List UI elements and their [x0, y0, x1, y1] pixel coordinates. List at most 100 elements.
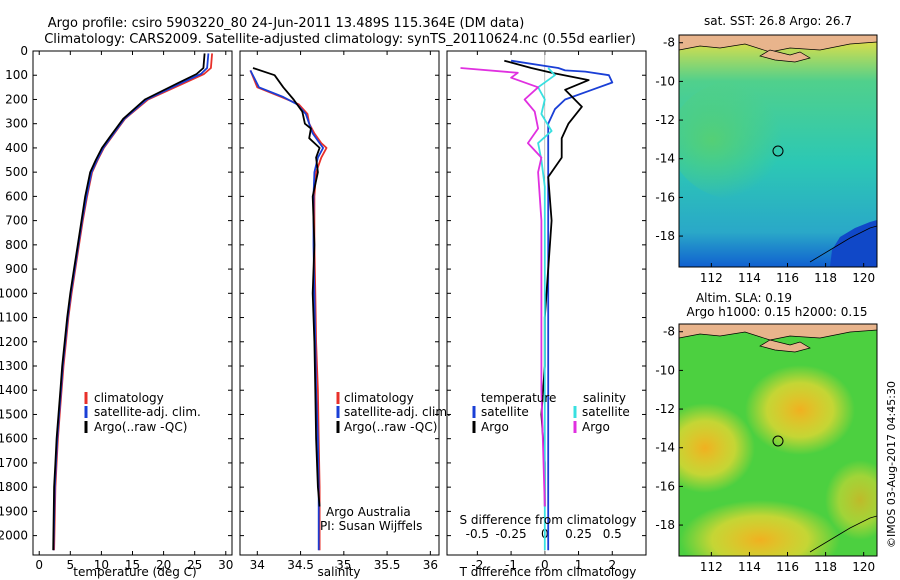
sla-argo-position-marker [772, 435, 784, 447]
lon-tick-label: 114 [738, 560, 761, 574]
lat-tick-label: -10 [655, 74, 675, 88]
sst-map-axes: 112 114 116 118 120 -8 -10 -12 -14 -16 -18 [655, 36, 875, 285]
lon-tick-label: 112 [700, 271, 723, 285]
salinity-xlabel: salinity [317, 565, 360, 579]
lon-tick-label: 120 [852, 560, 875, 574]
temperature-panel [32, 50, 233, 556]
depth-tick-label: 800 [5, 238, 28, 252]
x-tick-label: 2 [608, 558, 616, 572]
depth-tick-label: 1900 [0, 504, 28, 518]
legend-sal-satellite: satellite [582, 405, 630, 419]
s-diff-tick-label: -0.25 [496, 527, 527, 541]
imos-credit: ©IMOS 03-Aug-2017 04:45:30 [885, 381, 898, 548]
sla-high-patch-4 [825, 460, 877, 540]
lat-tick-label: -10 [655, 363, 675, 377]
depth-tick-label: 0 [20, 44, 28, 58]
salinity-legend: climatology satellite-adj. clim. Argo(..… [336, 391, 451, 434]
depth-tick-label: 1600 [0, 432, 28, 446]
depth-tick-label: 500 [5, 165, 28, 179]
lat-tick-label: -16 [655, 190, 675, 204]
x-tick-label: -1 [505, 558, 517, 572]
legend-sal-argo: Argo [582, 420, 610, 434]
series-salinity-argo [460, 67, 546, 507]
sst-map-frame [678, 34, 878, 268]
depth-tick-label: 300 [5, 117, 28, 131]
series-argo-raw-qc- [252, 67, 321, 507]
lon-tick-label: 118 [814, 560, 837, 574]
depth-tick-label: 1200 [0, 335, 28, 349]
title-line-1: Argo profile: csiro 5903220_80 24-Jun-20… [48, 16, 525, 31]
t-difference-xlabel: T difference from climatology [459, 565, 637, 579]
lat-tick-label: -8 [663, 325, 675, 339]
lon-tick-label: 120 [852, 271, 875, 285]
legend-satellite: satellite-adj. clim. [344, 405, 451, 419]
sst-map [679, 35, 877, 267]
salinity-panel [239, 50, 440, 556]
difference-legend: temperature salinity satellite Argo sate… [472, 391, 630, 434]
lat-tick-label: -14 [655, 152, 675, 166]
lat-tick-label: -8 [663, 36, 675, 50]
legend-argo: Argo(..raw -QC) [94, 420, 187, 434]
series-temperature-argo [504, 59, 590, 507]
series-temperature-satellite [510, 59, 614, 551]
depth-tick-label: 1400 [0, 383, 28, 397]
sla-map-axes: 112 114 116 118 120 -8 -10 -12 -14 -16 -18 [655, 325, 875, 574]
sla-land-java [679, 324, 877, 341]
series-argo-raw-qc- [52, 53, 206, 551]
s-diff-tick-label: 0.5 [603, 527, 622, 541]
legend-satellite: satellite-adj. clim. [94, 405, 201, 419]
depth-tick-label: 1000 [0, 286, 28, 300]
x-tick-label: 35 [336, 558, 351, 572]
lat-tick-label: -14 [655, 441, 675, 455]
x-tick-label: 20 [156, 558, 171, 572]
x-tick-label: 15 [125, 558, 140, 572]
temperature-legend: climatology satellite-adj. clim. Argo(..… [84, 391, 201, 434]
depth-tick-label: 700 [5, 214, 28, 228]
sla-map [679, 324, 877, 556]
legend-climatology: climatology [344, 391, 414, 405]
depth-tick-label: 900 [5, 262, 28, 276]
depth-tick-label: 2000 [0, 529, 28, 543]
profile-series [52, 53, 614, 551]
sla-map-frame [678, 323, 878, 557]
depth-tick-label: 400 [5, 141, 28, 155]
legend-title-salinity: salinity [583, 391, 626, 405]
sla-land-islands [759, 339, 811, 353]
sst-warm-patch [679, 80, 810, 200]
x-tick-label: 34 [250, 558, 265, 572]
sst-land-islands [759, 49, 811, 63]
legend-climatology: climatology [94, 391, 164, 405]
legend-title-temperature: temperature [481, 391, 556, 405]
depth-tick-label: 100 [5, 68, 28, 82]
lon-tick-label: 114 [738, 271, 761, 285]
sla-map-title-1: Altim. SLA: 0.19 [696, 291, 792, 305]
legend-temp-argo: Argo [481, 420, 509, 434]
sst-argo-position-marker [772, 145, 784, 157]
sst-map-title: sat. SST: 26.8 Argo: 26.7 [704, 14, 852, 28]
x-tick-label: 0 [541, 558, 549, 572]
depth-tick-label: 1700 [0, 456, 28, 470]
depth-tick-label: 1100 [0, 311, 28, 325]
x-tick-label: 10 [94, 558, 109, 572]
s-difference-xlabel: S difference from climatology [460, 513, 637, 527]
lat-tick-label: -16 [655, 479, 675, 493]
lon-tick-label: 116 [776, 560, 799, 574]
x-tick-label: -2 [471, 558, 483, 572]
series-climatology [249, 70, 328, 551]
sla-high-patch-1 [745, 365, 855, 455]
depth-tick-label: 600 [5, 189, 28, 203]
annotation-argo-australia: Argo Australia [326, 505, 411, 519]
s-diff-tick-label: 0.25 [565, 527, 592, 541]
x-tick-label: 1 [575, 558, 583, 572]
x-tick-label: 25 [187, 558, 202, 572]
lat-tick-label: -18 [655, 518, 675, 532]
sla-high-patch-3 [680, 500, 840, 556]
sla-map-title-2: Argo h1000: 0.15 h2000: 0.15 [687, 305, 868, 319]
title-line-2: Climatology: CARS2009. Satellite-adjuste… [44, 32, 636, 47]
depth-tick-label: 1800 [0, 480, 28, 494]
x-tick-label: 0 [35, 558, 43, 572]
lon-tick-label: 118 [814, 271, 837, 285]
depth-tick-label: 1300 [0, 359, 28, 373]
lon-tick-label: 112 [700, 560, 723, 574]
legend-temp-satellite: satellite [481, 405, 529, 419]
